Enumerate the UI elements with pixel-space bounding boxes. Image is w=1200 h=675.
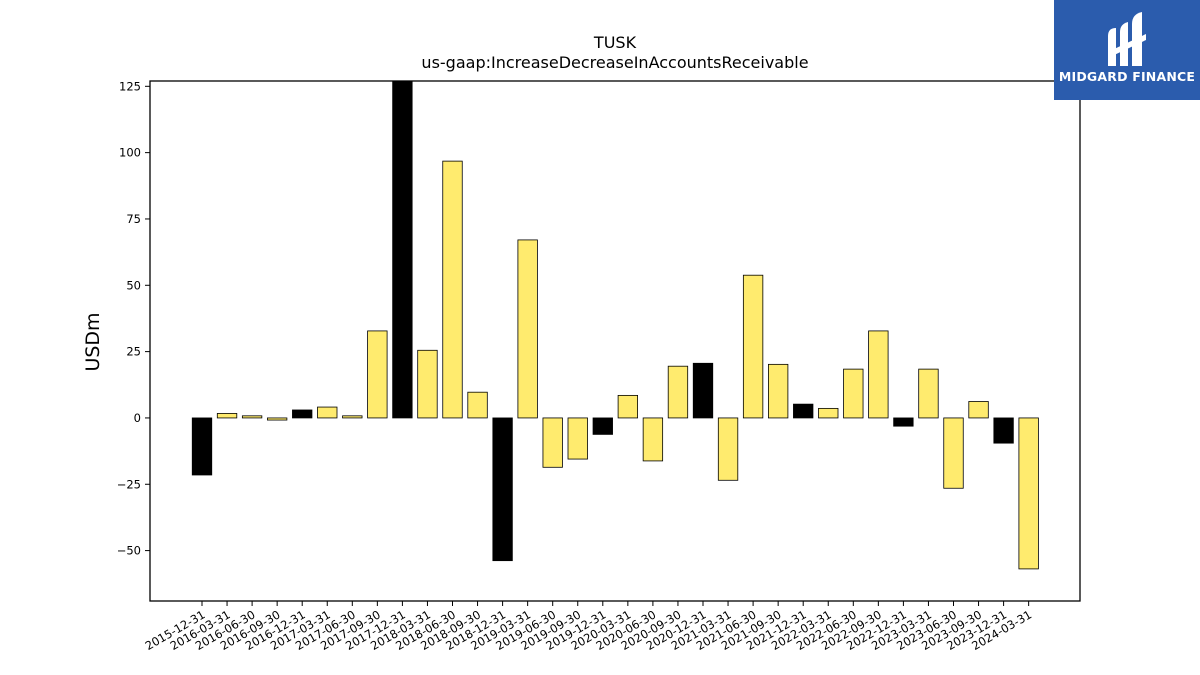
bar bbox=[893, 417, 914, 427]
bar bbox=[567, 417, 588, 460]
bar bbox=[191, 417, 213, 476]
bar bbox=[918, 368, 939, 419]
bar bbox=[467, 391, 488, 419]
bar bbox=[717, 417, 739, 481]
y-axis: −50 −25 0 25 50 75 100 125 bbox=[117, 79, 150, 558]
bar bbox=[642, 417, 664, 462]
y-tick-label: −25 bbox=[117, 477, 141, 491]
bar bbox=[742, 274, 764, 419]
chart-subtitle: us-gaap:IncreaseDecreaseInAccountsReceiv… bbox=[421, 53, 808, 72]
bar bbox=[542, 417, 563, 468]
bar bbox=[943, 417, 964, 489]
y-tick-label: 50 bbox=[126, 278, 141, 292]
bar bbox=[818, 407, 839, 419]
bar bbox=[843, 368, 864, 419]
brand-logo: MIDGARD FINANCE bbox=[1054, 0, 1200, 100]
y-tick-label: 100 bbox=[119, 146, 141, 160]
bar bbox=[592, 417, 613, 435]
bar bbox=[667, 365, 689, 419]
y-tick-label: 0 bbox=[134, 411, 141, 425]
bar bbox=[968, 401, 989, 419]
chart-title: TUSK bbox=[593, 33, 637, 52]
y-tick-label: −50 bbox=[117, 544, 141, 558]
bars-group bbox=[191, 80, 1039, 570]
bar bbox=[617, 394, 638, 419]
y-axis-label: USDm bbox=[82, 312, 104, 371]
bar bbox=[392, 80, 413, 419]
bar bbox=[292, 409, 313, 419]
bar bbox=[216, 413, 238, 419]
bar bbox=[342, 415, 363, 419]
bar bbox=[417, 349, 438, 419]
bar bbox=[768, 363, 789, 419]
plot-frame bbox=[149, 80, 1081, 602]
bar bbox=[442, 160, 463, 419]
bar bbox=[492, 417, 513, 562]
brand-name: MIDGARD FINANCE bbox=[1058, 69, 1196, 84]
bar bbox=[692, 362, 714, 419]
bar bbox=[266, 417, 288, 421]
bar bbox=[517, 239, 538, 419]
bar bbox=[793, 403, 814, 419]
bar bbox=[868, 330, 889, 419]
y-tick-label: 25 bbox=[126, 345, 141, 359]
bar bbox=[1018, 417, 1039, 570]
midgard-logo-icon bbox=[1108, 12, 1146, 66]
y-tick-label: 75 bbox=[126, 212, 141, 226]
y-tick-label: 125 bbox=[119, 79, 141, 93]
x-axis: 2015-12-312016-03-312016-06-302016-09-30… bbox=[143, 601, 1034, 653]
bar bbox=[367, 330, 388, 419]
bar bbox=[317, 406, 338, 419]
bar bbox=[993, 417, 1014, 444]
bar bbox=[241, 415, 263, 419]
